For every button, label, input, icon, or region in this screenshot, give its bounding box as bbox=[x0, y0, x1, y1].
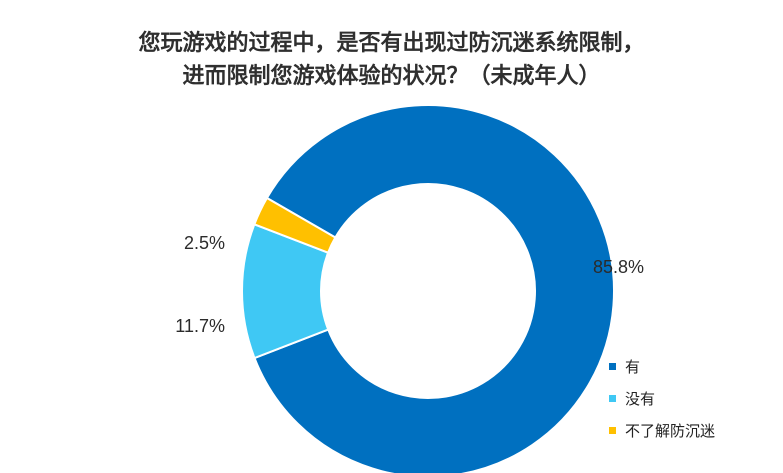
legend: 有 没有 不了解防沉迷 bbox=[609, 354, 715, 450]
legend-label-yes: 有 bbox=[625, 358, 641, 376]
slice-yes bbox=[253, 104, 615, 473]
data-label-unknown: 2.5% bbox=[184, 233, 225, 253]
legend-swatch-unknown bbox=[609, 427, 616, 434]
legend-swatch-yes bbox=[609, 363, 616, 370]
legend-item-yes: 有 bbox=[609, 354, 715, 379]
slice-unknown bbox=[253, 196, 337, 254]
data-label-yes: 85.8% bbox=[593, 257, 644, 277]
chart-title-line1: 您玩游戏的过程中，是否有出现过防沉迷系统限制， bbox=[138, 31, 645, 56]
chart-title-line2: 进而限制您游戏体验的状况？（未成年人） bbox=[182, 64, 601, 89]
legend-item-no: 没有 bbox=[609, 386, 715, 411]
legend-label-no: 没有 bbox=[625, 390, 656, 408]
legend-label-unknown: 不了解防沉迷 bbox=[625, 422, 716, 440]
data-label-no: 11.7% bbox=[175, 316, 225, 336]
legend-item-unknown: 不了解防沉迷 bbox=[609, 418, 715, 443]
legend-swatch-no bbox=[609, 395, 616, 402]
